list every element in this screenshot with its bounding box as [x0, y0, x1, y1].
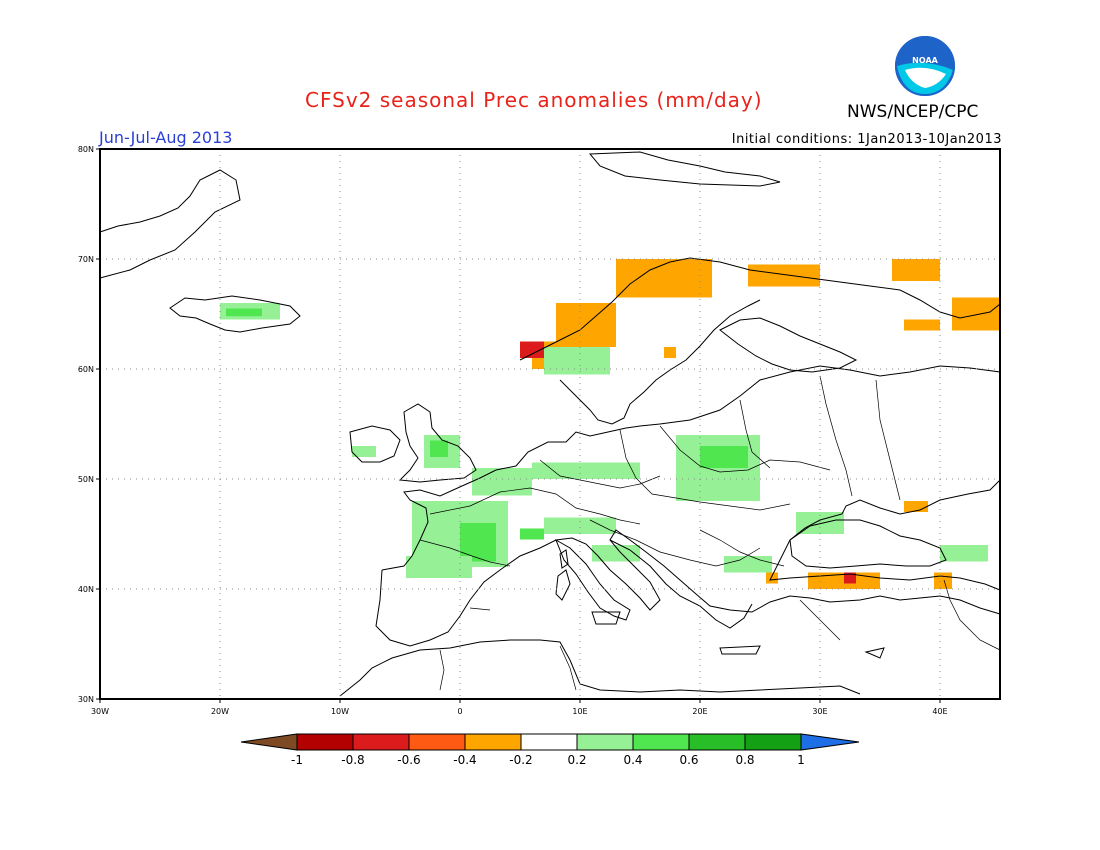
agency-label: NWS/NCEP/CPC	[847, 102, 979, 122]
anomaly-cell	[544, 347, 610, 375]
anomaly-cell	[796, 512, 844, 534]
lon-tick-label: 30W	[91, 707, 109, 716]
lon-tick-label: 20E	[692, 707, 707, 716]
lon-tick-label: 10E	[572, 707, 587, 716]
anomaly-cell	[664, 347, 676, 358]
colorbar-label: -1	[291, 753, 303, 767]
anomaly-cell	[532, 462, 640, 479]
logo-text: NOAA	[912, 56, 938, 65]
lat-tick-label: 80N	[78, 145, 94, 154]
colorbar-low-arrow	[240, 733, 298, 751]
anomaly-cell	[226, 308, 262, 317]
anomaly-cell	[766, 572, 778, 584]
axis-ticks: 30W 20W 10W 0 10E 20E 30E 40E 30N 40N 50N 60N 70N 80N	[78, 145, 948, 716]
coast-svalbard	[588, 151, 781, 187]
lon-tick-label: 30E	[812, 707, 827, 716]
coast-finland	[719, 317, 858, 373]
grid-lines	[100, 149, 1000, 699]
coast-cyprus	[864, 647, 885, 659]
noaa-logo-icon: NOAA	[895, 36, 955, 96]
coast-balkans	[609, 539, 753, 629]
colorbar-label: -0.2	[509, 753, 532, 767]
anomaly-cell	[892, 259, 940, 281]
coast-africa	[339, 639, 861, 697]
anomaly-cell	[406, 556, 472, 578]
coast-sweden-south	[559, 299, 761, 425]
colorbar-segment	[408, 733, 466, 751]
coast-sicily	[591, 611, 621, 625]
coast-corsica	[559, 549, 569, 569]
coast-ireland	[349, 425, 401, 463]
lat-tick-label: 40N	[78, 585, 94, 594]
colorbar-segment	[576, 733, 634, 751]
anomaly-cell	[430, 440, 448, 457]
colorbar-label: -0.8	[341, 753, 364, 767]
lat-tick-label: 50N	[78, 475, 94, 484]
colorbar-label: 1	[797, 753, 805, 767]
lat-tick-label: 70N	[78, 255, 94, 264]
colorbar-segment	[352, 733, 410, 751]
map-frame	[99, 148, 1001, 700]
colorbar: -1 -0.8 -0.6 -0.4 -0.2 0.2 0.4 0.6 0.8 1	[240, 733, 860, 767]
coast-crete	[719, 645, 761, 655]
lon-tick-label: 10W	[331, 707, 349, 716]
chart-title: CFSv2 seasonal Prec anomalies (mm/day)	[305, 88, 763, 112]
coastlines	[99, 151, 1001, 697]
colorbar-segment	[744, 733, 802, 751]
coast-britain	[398, 403, 477, 483]
anomaly-cell	[352, 446, 376, 457]
colorbar-label: 0.2	[567, 753, 586, 767]
coast-scandinavia	[519, 257, 1001, 361]
lat-tick-label: 30N	[78, 695, 94, 704]
anomaly-cell	[904, 501, 928, 512]
anomaly-cell	[952, 297, 1000, 331]
anomaly-cell	[940, 545, 988, 562]
coast-europe	[381, 365, 1001, 591]
coast-iberia	[375, 529, 1001, 647]
colorbar-segment	[296, 733, 354, 751]
anomaly-cell	[520, 341, 544, 358]
anomaly-cell	[544, 517, 616, 534]
colorbar-label: 0.8	[735, 753, 754, 767]
lat-tick-label: 60N	[78, 365, 94, 374]
anomaly-cell	[700, 446, 748, 468]
country-borders	[419, 375, 1001, 691]
colorbar-segment	[520, 733, 578, 751]
lon-tick-label: 40E	[932, 707, 947, 716]
coast-black-sea	[789, 519, 947, 569]
anomaly-cell	[934, 572, 952, 589]
anomaly-cell	[616, 259, 712, 298]
colorbar-label: 0.4	[623, 753, 642, 767]
initial-conditions: Initial conditions: 1Jan2013-10Jan2013	[731, 132, 1002, 147]
anomaly-cell	[844, 572, 856, 584]
colorbar-label: -0.4	[453, 753, 476, 767]
coast-sardinia	[555, 569, 571, 601]
colorbar-high-arrow	[800, 733, 860, 751]
coast-iceland	[169, 295, 301, 333]
coast-greenland	[99, 169, 241, 279]
anomaly-cell	[724, 556, 772, 573]
colorbar-segment	[464, 733, 522, 751]
colorbar-label: -0.6	[397, 753, 420, 767]
anomaly-cell	[904, 319, 940, 331]
forecast-period: Jun-Jul-Aug 2013	[99, 128, 233, 147]
lon-tick-label: 0	[457, 707, 462, 716]
colorbar-segment	[632, 733, 690, 751]
anomaly-cell	[472, 468, 532, 496]
anomaly-cell	[460, 523, 496, 562]
anomaly-cell	[748, 264, 820, 287]
colorbar-label: 0.6	[679, 753, 698, 767]
anomaly-cell	[520, 528, 544, 540]
lon-tick-label: 20W	[211, 707, 229, 716]
coast-italy	[555, 538, 631, 621]
colorbar-segment	[688, 733, 746, 751]
